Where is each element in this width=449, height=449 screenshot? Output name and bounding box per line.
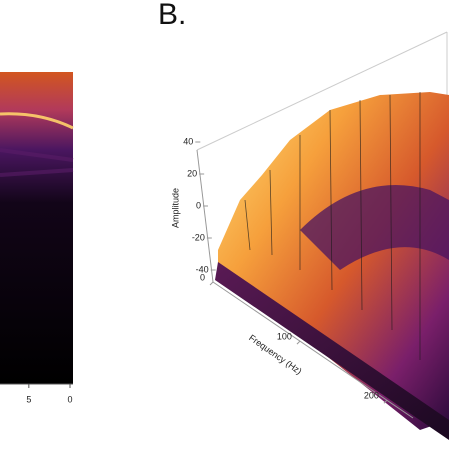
z-tick-label: -20 xyxy=(192,232,205,242)
x-tick-label: 200 xyxy=(364,391,379,401)
z-axis-label: Amplitude xyxy=(170,188,180,228)
heatmap-texture xyxy=(0,148,74,177)
z-tick-label: 20 xyxy=(187,168,197,178)
surface-mesh xyxy=(244,92,421,360)
x-tick xyxy=(209,281,214,286)
x-tick-label: 0 xyxy=(200,272,205,282)
surface-panel: B. Amplitude Frequency (Hz) 40200-20-400… xyxy=(158,0,449,440)
x-axis xyxy=(212,281,414,419)
x-tick xyxy=(296,340,301,345)
x-tick-label: 100 xyxy=(277,332,292,342)
x-tick-label: 5 xyxy=(26,394,31,404)
heatmap-image xyxy=(0,72,73,384)
x-tick-label: 0 xyxy=(67,394,72,404)
panel-label: B. xyxy=(158,0,186,31)
z-axis xyxy=(196,149,214,283)
z-tick-label: -40 xyxy=(196,264,209,274)
z-tick-label: 40 xyxy=(183,136,193,146)
surface-valley xyxy=(300,185,449,270)
heatmap-ridge xyxy=(0,112,74,130)
surface-floor xyxy=(215,262,449,440)
box-edge xyxy=(196,31,448,151)
x-axis-label: Frequency (Hz) xyxy=(247,333,304,377)
z-tick-label: 0 xyxy=(196,200,201,210)
x-tick xyxy=(383,399,388,404)
